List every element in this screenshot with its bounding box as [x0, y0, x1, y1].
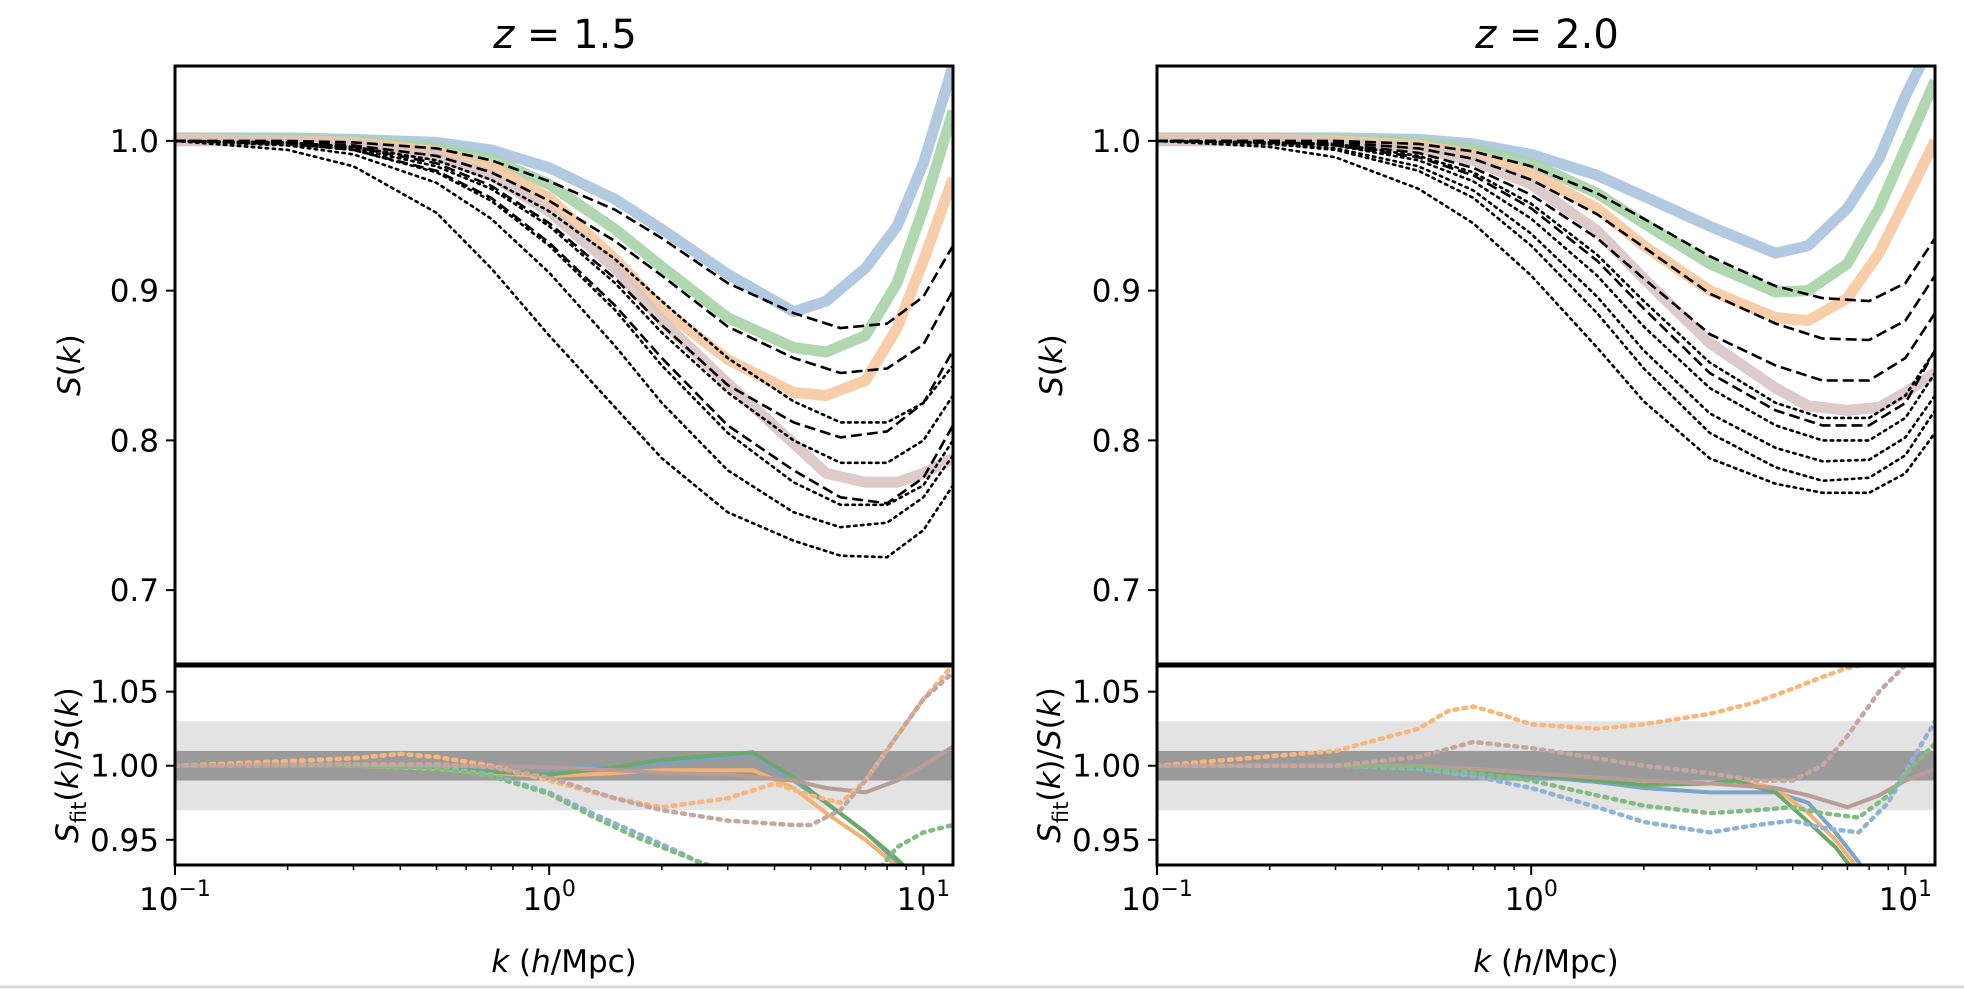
bottom-y-axis-label: Sfit(k)/S(k) — [50, 687, 91, 843]
y-tick-label: 1.05 — [1072, 675, 1141, 711]
series-line-dot_2 — [1157, 139, 1935, 442]
panel-z-2.0: z = 2.0 0.7 0.8 0.9 1.0 S(k) 0.95 1.00 1.05 1… — [1032, 12, 1937, 980]
ratio-line-brown_ratio_dotted — [1157, 665, 1928, 783]
bottom-plot: 0.95 1.00 1.05 10−1 100 101 Sfit(k)/S(k) k (… — [50, 662, 955, 980]
top-plot: 0.7 0.8 0.9 1.0 S(k) — [52, 64, 955, 667]
x-tick-label: 10−1 — [1121, 877, 1193, 918]
y-tick-label: 0.8 — [1092, 423, 1141, 459]
series-line-dash_2 — [175, 139, 953, 375]
series-line-dash_1 — [1157, 139, 1935, 303]
y-tick-label: 1.00 — [1072, 749, 1141, 785]
title-value: = 1.5 — [514, 12, 637, 58]
x-tick-label: 100 — [522, 877, 575, 918]
title-variable: z — [492, 12, 515, 58]
x-tick-label: 10−1 — [139, 877, 211, 918]
ratio-line-green_ratio_dotted — [1157, 741, 1935, 820]
y-tick-label: 0.95 — [90, 823, 159, 859]
title-variable: z — [1474, 12, 1497, 58]
x-axis-label: k (h/Mpc) — [491, 944, 637, 980]
top-y-axis-label: S(k) — [52, 334, 88, 396]
x-tick-label: 101 — [897, 877, 950, 918]
title-value: = 2.0 — [1496, 12, 1619, 58]
bottom-plot: 0.95 1.00 1.05 10−1 100 101 Sfit(k)/S(k) k (… — [1032, 662, 1937, 980]
y-tick-label: 1.00 — [90, 749, 159, 785]
series-line-dash_1 — [175, 139, 953, 330]
series-line-dash_3 — [175, 139, 953, 439]
panel-title: z = 2.0 — [1474, 12, 1619, 58]
y-tick-label: 0.9 — [1092, 274, 1141, 310]
panel-title: z = 1.5 — [492, 12, 637, 58]
series-line-dot_1 — [1157, 139, 1935, 420]
x-axis-label: k (h/Mpc) — [1473, 944, 1619, 980]
ratio-line-green_ratio_dotted — [175, 763, 953, 865]
ratio-line-brown_ratio_dotted — [175, 670, 953, 828]
x-tick-label: 100 — [1504, 877, 1557, 918]
y-tick-label: 1.05 — [90, 675, 159, 711]
y-tick-label: 0.7 — [110, 573, 159, 609]
bottom-y-axis-label: Sfit(k)/S(k) — [1032, 687, 1073, 843]
y-tick-label: 0.95 — [1072, 823, 1141, 859]
y-tick-label: 0.8 — [110, 423, 159, 459]
series-line-dash_2 — [1157, 139, 1935, 342]
y-tick-label: 1.0 — [110, 124, 159, 160]
series-line-dot_2 — [175, 139, 953, 465]
y-tick-label: 0.9 — [110, 274, 159, 310]
y-tick-label: 0.7 — [1092, 573, 1141, 609]
series-line-dot_4 — [175, 139, 953, 529]
panel-z-1.5: z = 1.5 0.7 0.8 0.9 1.0 S(k) 0.95 1.00 1.05 1… — [50, 12, 955, 980]
top-plot: 0.7 0.8 0.9 1.0 S(k) — [1034, 64, 1937, 667]
series-line-dot_1 — [175, 139, 953, 424]
series-line-dot_4 — [1157, 139, 1935, 483]
series-line-dot_3 — [175, 139, 953, 507]
top-y-axis-label: S(k) — [1034, 334, 1070, 396]
series-line-dot_5 — [175, 139, 953, 559]
x-tick-label: 101 — [1879, 877, 1932, 918]
series-line-brown_thick — [1157, 135, 1935, 416]
series-line-brown_thick — [175, 135, 953, 488]
series-line-dash_4 — [175, 139, 953, 505]
y-tick-label: 1.0 — [1092, 124, 1141, 160]
series-line-dot_3 — [1157, 139, 1935, 463]
